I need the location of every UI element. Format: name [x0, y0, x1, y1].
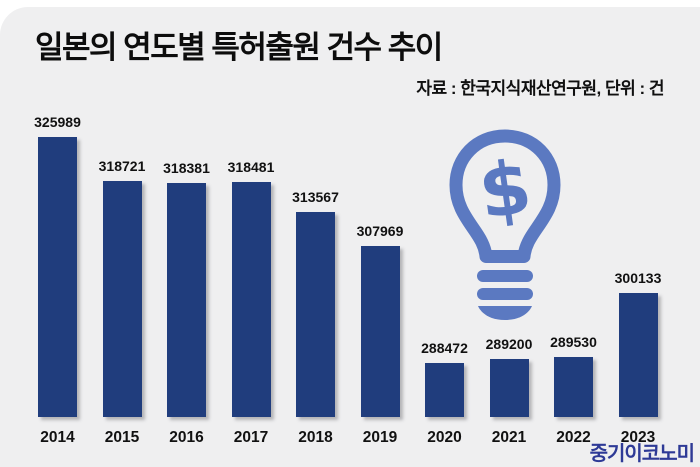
x-tick-label: 2017: [233, 429, 269, 446]
bar-2017: [231, 182, 271, 417]
bar-value-label: 313567: [292, 189, 339, 205]
bar-2018: [296, 212, 335, 417]
x-tick-label: 2020: [427, 429, 462, 446]
chart-title: 일본의 연도별 특허출원 건수 추이: [35, 30, 443, 65]
bulb-base-stripe: [477, 288, 533, 300]
x-tick-label: 2021: [491, 429, 527, 446]
x-tick-label: 2019: [362, 429, 398, 446]
bar-value-label: 318481: [227, 159, 275, 175]
x-tick-label: 2022: [556, 429, 591, 446]
bar-2021: [489, 359, 529, 417]
source-note: 자료 : 한국지식재산연구원, 단위 : 건: [416, 79, 664, 98]
bar-2014: [38, 137, 77, 417]
bar-2016: [167, 183, 206, 417]
x-tick-label: 2018: [298, 429, 333, 446]
dollar-glyph: $: [474, 144, 537, 236]
bar-value-label: 325989: [34, 114, 81, 130]
bar-2019: [360, 246, 400, 417]
x-tick-label: 2016: [169, 429, 204, 446]
bar-value-label: 307969: [356, 223, 404, 239]
bulb-outline: [449, 129, 561, 263]
publisher-watermark: 중기이코노미: [589, 443, 695, 465]
bulb-base-cap: [478, 306, 532, 320]
lightbulb-dollar-icon: $: [449, 129, 561, 320]
bar-2015: [102, 181, 142, 417]
bar-value-label: 300133: [614, 270, 662, 286]
x-tick-label: 2014: [40, 429, 75, 446]
bar-2020: [425, 363, 464, 417]
bar-value-label: 318381: [163, 160, 210, 176]
x-tick-label: 2023: [620, 429, 656, 446]
x-tick-label: 2015: [104, 429, 140, 446]
bar-value-label: 289200: [485, 336, 533, 352]
bar-2022: [554, 357, 593, 417]
bulb-base-stripe: [477, 270, 533, 282]
bar-2023: [618, 293, 658, 417]
bar-value-label: 288472: [421, 340, 468, 356]
bar-value-label: 289530: [550, 334, 597, 350]
bar-value-label: 318721: [98, 158, 146, 174]
